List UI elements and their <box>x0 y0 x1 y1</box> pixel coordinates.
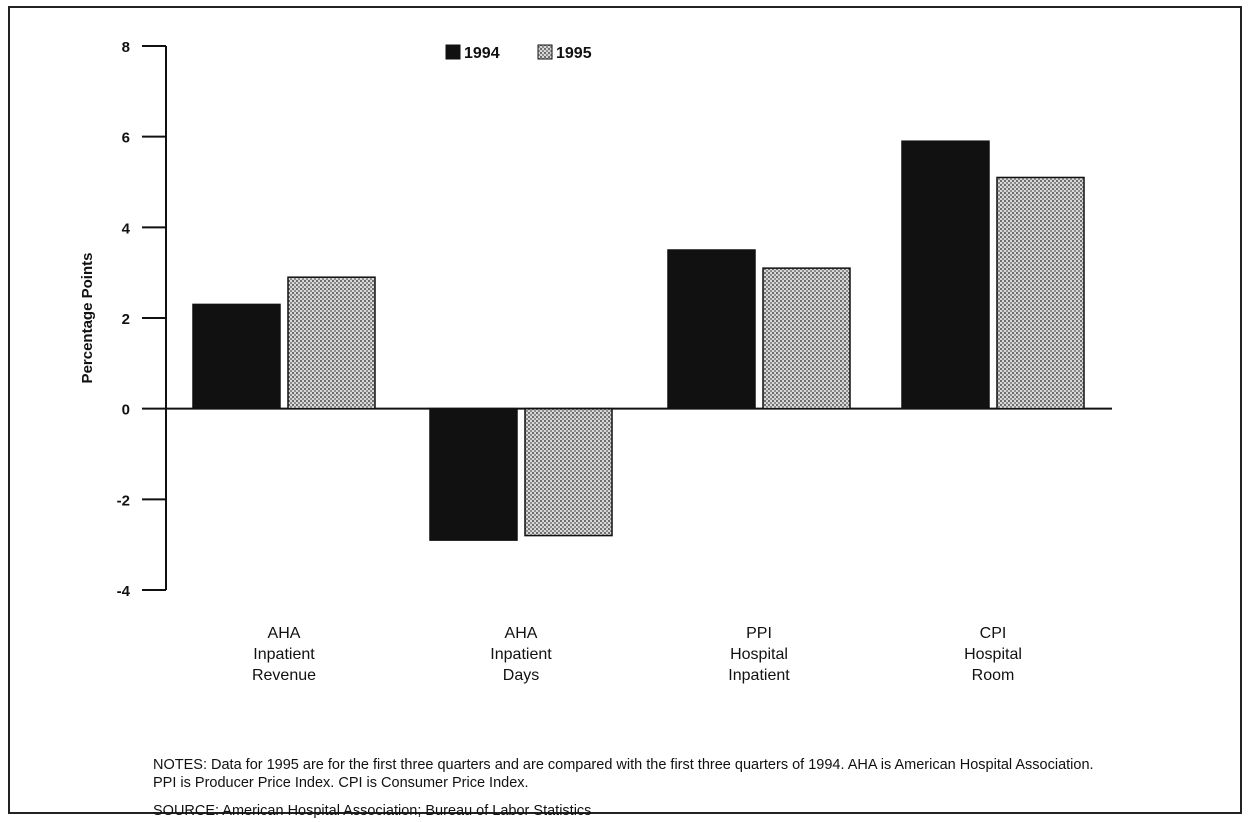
x-category-label-line: Hospital <box>730 646 788 663</box>
bar-1995-3 <box>996 176 1085 410</box>
x-category-label-line: PPI <box>746 625 772 642</box>
figure-frame <box>8 6 1242 814</box>
bar-1995-0 <box>287 276 376 410</box>
legend-swatch-1995 <box>537 44 553 60</box>
y-tick-label: 8 <box>122 39 130 56</box>
x-category-label-line: AHA <box>268 625 301 642</box>
bar-1994-2 <box>667 249 756 410</box>
source-text: SOURCE: American Hospital Association; B… <box>153 803 592 819</box>
x-category-label-line: AHA <box>505 625 538 642</box>
y-tick-label: 4 <box>122 220 131 237</box>
y-tick-label: 2 <box>122 311 130 328</box>
bar-1995-1 <box>524 407 613 537</box>
x-category-label-line: CPI <box>980 625 1007 642</box>
y-axis-title: Percentage Points <box>79 253 96 384</box>
legend-swatch-1994 <box>445 44 461 60</box>
x-category-label-line: Hospital <box>964 646 1022 663</box>
bar-1994-1 <box>429 407 518 541</box>
x-category-label: AHA Inpatient Revenue <box>252 625 316 684</box>
x-category-label-line: Days <box>503 667 539 684</box>
figure-notes: NOTES: Data for 1995 are for the first t… <box>153 756 1103 820</box>
x-category-label-line: Inpatient <box>253 646 315 663</box>
y-tick-label: 6 <box>122 130 130 147</box>
legend-label-1994: 1994 <box>464 45 500 62</box>
x-category-label: AHA Inpatient Days <box>490 625 552 684</box>
bar-1995-2 <box>762 267 851 410</box>
legend-label-1995: 1995 <box>556 45 592 62</box>
y-tick-label: -4 <box>117 583 131 600</box>
notes-text: NOTES: Data for 1995 are for the first t… <box>153 757 1094 791</box>
bar-1994-0 <box>192 303 281 410</box>
x-category-label-line: Inpatient <box>728 667 790 684</box>
x-category-label: PPI Hospital Inpatient <box>728 625 790 684</box>
bar-1994-3 <box>901 140 990 410</box>
y-tick-label: 0 <box>122 402 130 419</box>
x-category-label: CPI Hospital Room <box>964 625 1022 684</box>
x-category-label-line: Inpatient <box>490 646 552 663</box>
x-category-label-line: Room <box>972 667 1015 684</box>
y-tick-label: -2 <box>117 492 130 509</box>
x-category-label-line: Revenue <box>252 667 316 684</box>
